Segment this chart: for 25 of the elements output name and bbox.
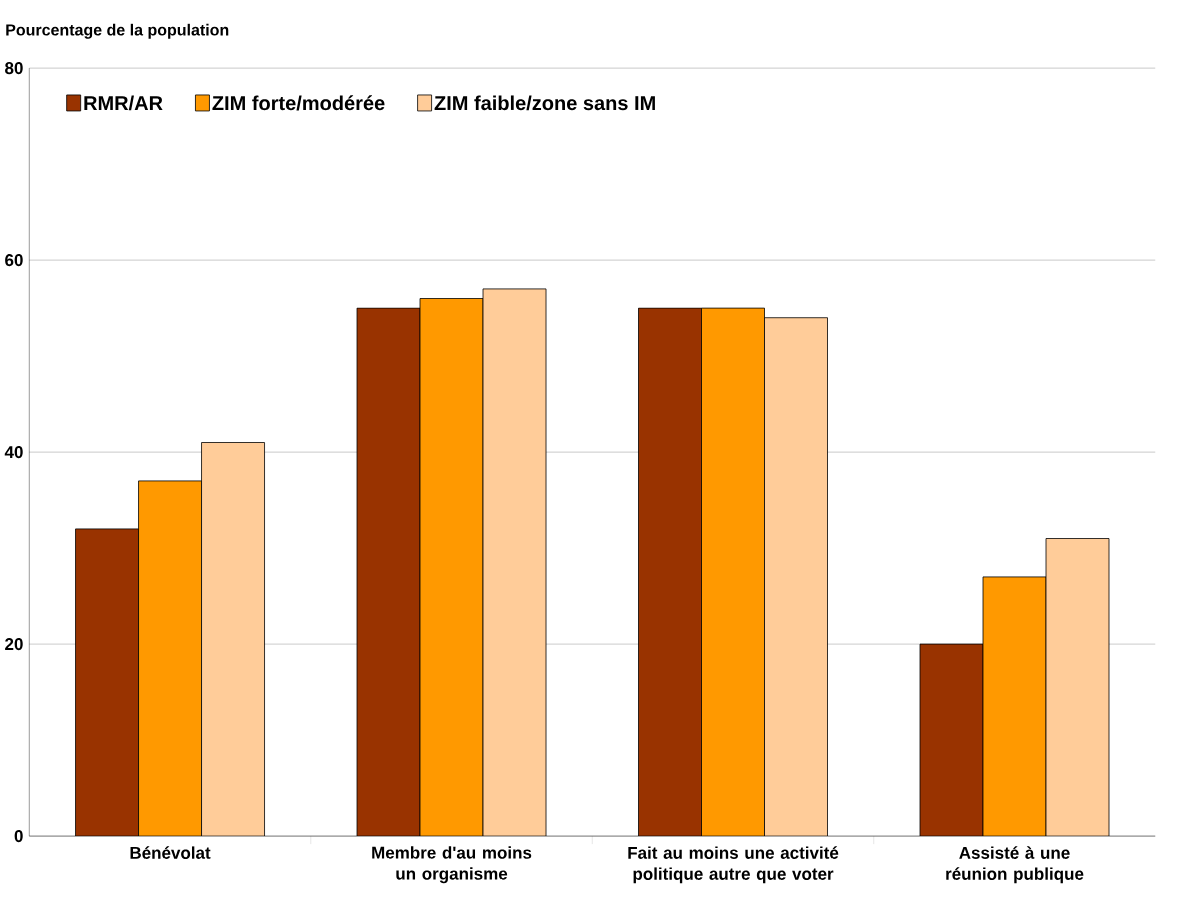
bar — [764, 317, 828, 837]
y-axis-title: Pourcentage de la population — [6, 23, 229, 39]
x-tick-label: Assisté à une réunion publique — [946, 846, 1084, 884]
x-tick-label: Membre d'au moins un organisme — [372, 846, 532, 884]
bar — [701, 307, 765, 837]
bar — [75, 528, 139, 837]
y-tick-label: 80 — [5, 62, 23, 75]
bar — [419, 298, 484, 837]
bar — [356, 307, 421, 837]
bar — [138, 480, 202, 837]
y-tick-label: 60 — [5, 254, 23, 267]
bar — [638, 307, 702, 837]
x-tick-label: Bénévolat — [130, 846, 211, 859]
bar — [919, 643, 984, 837]
legend-label: ZIM forte/modérée — [212, 95, 385, 111]
x-tick-label: Fait au moins une activité politique autre que voter — [628, 846, 839, 884]
y-tick-label: 0 — [14, 830, 23, 843]
y-tick-label: 20 — [5, 638, 23, 651]
legend-label: RMR/AR — [84, 95, 163, 111]
legend-label: ZIM faible/zone sans IM — [434, 95, 655, 111]
bar — [982, 576, 1047, 837]
y-tick-label: 40 — [4, 446, 23, 459]
bar — [201, 442, 265, 837]
bar — [482, 288, 547, 837]
bar — [1045, 538, 1110, 837]
